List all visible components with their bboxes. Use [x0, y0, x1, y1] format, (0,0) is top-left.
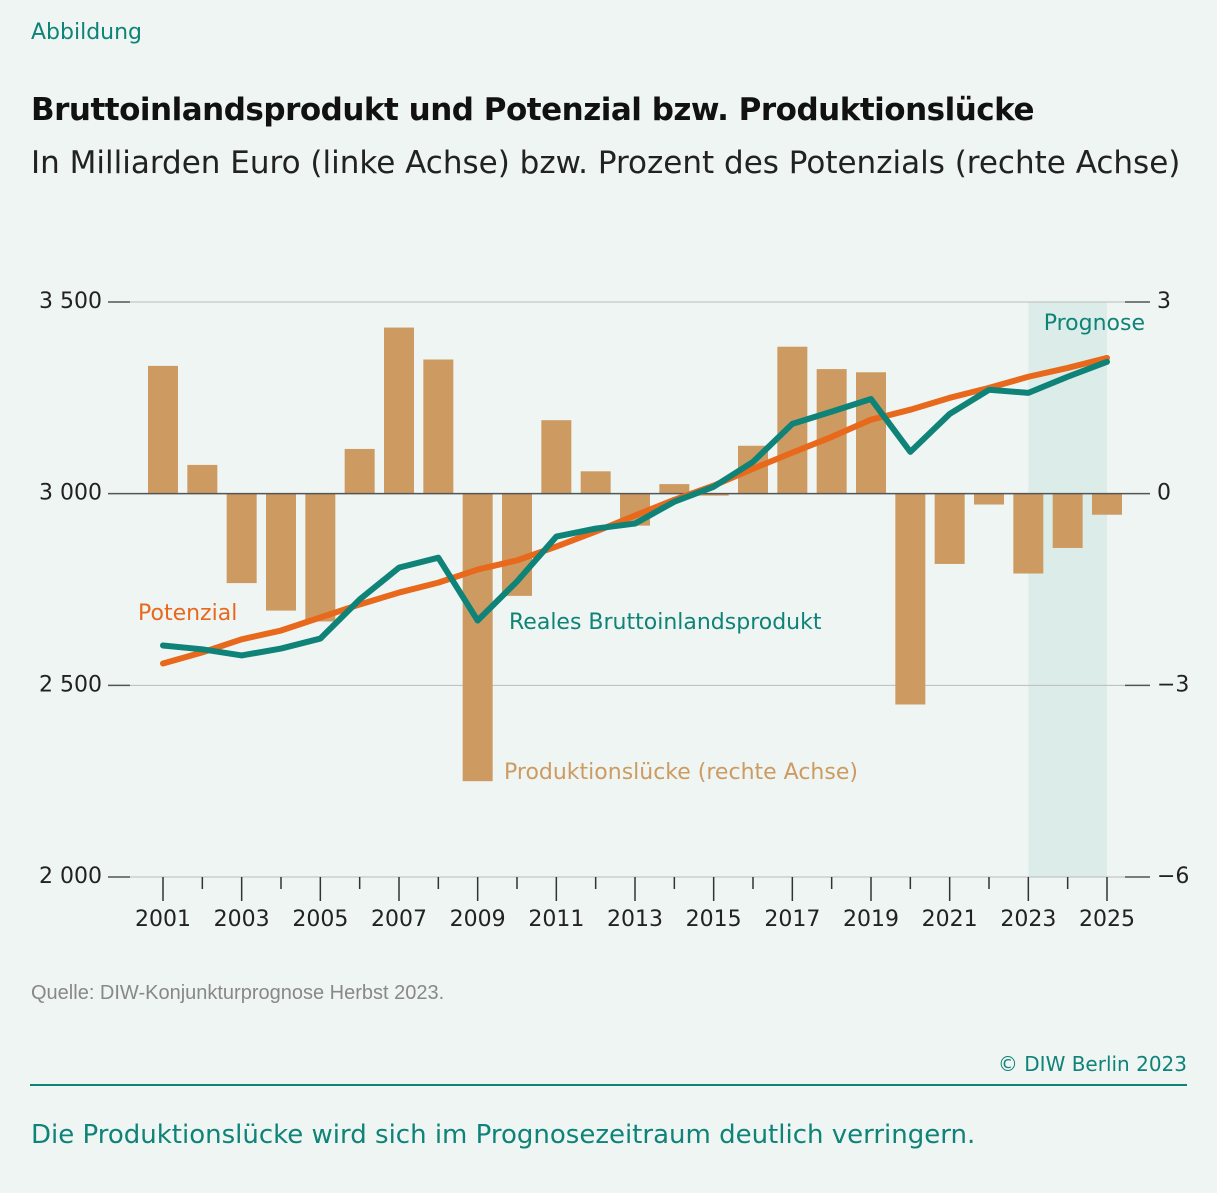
- bar: [226, 493, 257, 584]
- x-tick-label: 2007: [371, 907, 427, 932]
- x-tick-label: 2005: [292, 907, 348, 932]
- bar: [148, 365, 178, 494]
- bar: [934, 493, 965, 564]
- y-tick-label: 3 000: [39, 481, 102, 506]
- bar: [541, 420, 572, 494]
- bar: [659, 484, 690, 494]
- x-tick-label: 2025: [1079, 907, 1135, 932]
- series-label: Produktionslücke (rechte Achse): [504, 760, 858, 785]
- kicker: Abbildung: [31, 20, 143, 45]
- forecast-band: [1028, 302, 1107, 877]
- caption: Die Produktionslücke wird sich im Progno…: [31, 1120, 976, 1150]
- bar: [856, 372, 886, 494]
- x-tick-label: 2003: [214, 907, 270, 932]
- x-tick-label: 2021: [922, 907, 978, 932]
- bar: [305, 493, 336, 622]
- x-tick-label: 2011: [528, 907, 584, 932]
- y2-tick-label: 3: [1157, 289, 1171, 314]
- bar: [384, 327, 414, 494]
- x-tick-label: 2013: [607, 907, 663, 932]
- copyright: © DIW Berlin 2023: [997, 1052, 1187, 1076]
- line: [160, 358, 1110, 659]
- y2-tick-label: 0: [1157, 481, 1171, 506]
- series-label: Potenzial: [138, 601, 237, 626]
- y-tick-label: 2 000: [39, 864, 102, 889]
- y-tick-label: 3 500: [39, 289, 102, 314]
- y-tick-label: 2 500: [39, 672, 102, 697]
- bar: [423, 359, 454, 494]
- x-tick-label: 2017: [764, 907, 820, 932]
- x-tick-label: 2019: [843, 907, 899, 932]
- bar: [266, 493, 296, 611]
- bar: [344, 448, 375, 494]
- bar: [1013, 493, 1044, 574]
- divider: [30, 1084, 1187, 1086]
- x-tick-label: 2015: [686, 907, 742, 932]
- line: [160, 354, 1110, 667]
- bar: [698, 493, 729, 496]
- x-tick-label: 2001: [135, 907, 191, 932]
- bar: [974, 493, 1004, 505]
- y2-tick-label: −6: [1157, 864, 1189, 889]
- x-tick-label: 2009: [450, 907, 506, 932]
- bar: [462, 493, 493, 782]
- forecast-label: Prognose: [1044, 311, 1145, 336]
- source: Quelle: DIW-Konjunkturprognose Herbst 20…: [31, 982, 445, 1004]
- bar: [895, 493, 926, 705]
- chart-title: Bruttoinlandsprodukt und Potenzial bzw. …: [31, 92, 1034, 128]
- bar: [187, 464, 218, 494]
- x-tick-label: 2023: [1000, 907, 1056, 932]
- bar: [580, 471, 611, 494]
- chart-subtitle: In Milliarden Euro (linke Achse) bzw. Pr…: [31, 145, 1181, 181]
- bar: [1092, 493, 1122, 515]
- y2-tick-label: −3: [1157, 672, 1189, 697]
- bar: [1052, 493, 1083, 548]
- series-label: Reales Bruttoinlandsprodukt: [509, 610, 822, 635]
